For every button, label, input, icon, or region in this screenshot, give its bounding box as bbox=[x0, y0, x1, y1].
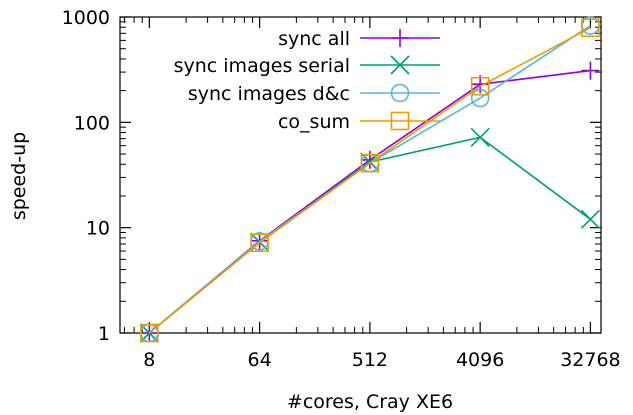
x-tick-label: 4096 bbox=[456, 349, 504, 371]
y-axis-title: speed-up bbox=[8, 132, 30, 220]
y-tick-label: 10 bbox=[86, 218, 110, 240]
data-point bbox=[470, 127, 490, 147]
legend-label: sync images serial bbox=[174, 55, 350, 77]
legend: sync all sync images serial sync images d&… bbox=[174, 28, 440, 133]
legend-marker bbox=[390, 83, 410, 103]
data-point bbox=[250, 233, 269, 252]
x-axis-title: #cores, Cray XE6 bbox=[287, 391, 453, 413]
data-point bbox=[140, 323, 159, 343]
legend-label: sync images d&c bbox=[188, 83, 350, 105]
legend-marker bbox=[390, 111, 410, 131]
series-line bbox=[148, 27, 591, 334]
y-tick-label: 1 bbox=[98, 323, 110, 345]
legend-label: co_sum bbox=[278, 111, 350, 133]
data-point bbox=[580, 209, 600, 229]
legend-marker bbox=[390, 55, 410, 75]
legend-marker bbox=[391, 29, 409, 47]
y-tick-label: 1000 bbox=[62, 7, 110, 29]
axes: 8 64 512 4096 32768 1 10 100 1000 bbox=[62, 7, 621, 371]
y-tick-label: 100 bbox=[74, 112, 110, 134]
plot-frame bbox=[119, 16, 602, 334]
data-point bbox=[470, 76, 490, 96]
data-point bbox=[360, 153, 380, 173]
x-tick-label: 8 bbox=[143, 349, 155, 371]
series-line bbox=[148, 69, 591, 334]
x-tick-label: 32768 bbox=[560, 349, 620, 371]
x-tick-label: 512 bbox=[352, 349, 388, 371]
x-tick-label: 64 bbox=[248, 349, 272, 371]
data-point bbox=[581, 18, 600, 38]
series-layer bbox=[139, 16, 600, 343]
legend-label: sync all bbox=[278, 28, 350, 50]
series-4 bbox=[140, 18, 600, 343]
data-point bbox=[581, 61, 600, 80]
data-point bbox=[470, 88, 490, 108]
